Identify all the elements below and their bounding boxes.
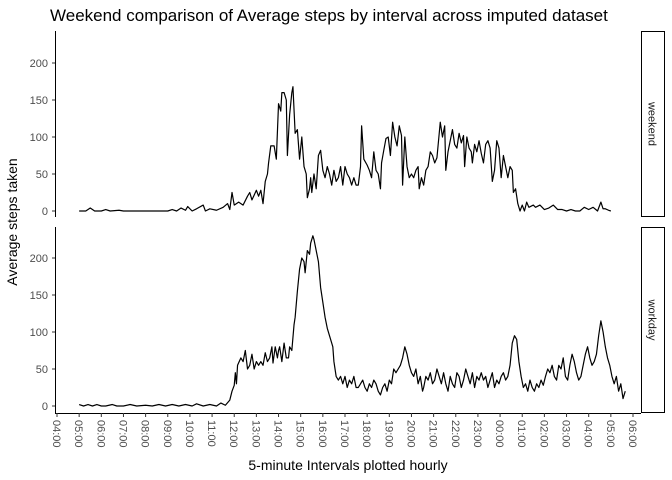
series-line-workday (78, 235, 626, 407)
strip-label-weekend: weekend (646, 101, 658, 146)
x-tick-label: 02:00 (537, 420, 549, 448)
y-tick-label: 50 (36, 169, 48, 181)
x-tick-label: 16:00 (316, 420, 328, 448)
strip-box-workday (641, 227, 665, 413)
x-ticks: 04:00 05:00 06:00 07:00 08:00 09:00 10:00 11:00… (50, 413, 638, 448)
x-tick-label: 04:00 (582, 420, 594, 448)
x-tick-label: 05:00 (72, 420, 84, 448)
chart-title: Weekend comparison of Average steps by i… (50, 6, 608, 25)
y-tick-label: 100 (30, 132, 48, 144)
strip-label-workday: workday (646, 299, 658, 341)
x-tick-label: 22:00 (449, 420, 461, 448)
x-tick-label: 06:00 (626, 420, 638, 448)
y-tick-label: 150 (30, 290, 48, 302)
x-tick-label: 06:00 (94, 420, 106, 448)
x-tick-label: 17:00 (338, 420, 350, 448)
x-tick-label: 12:00 (227, 420, 239, 448)
y-ticks-workday: 0 50 100 150 200 (30, 253, 55, 413)
x-tick-label: 19:00 (382, 420, 394, 448)
y-tick-label: 0 (42, 401, 48, 413)
x-tick-label: 23:00 (471, 420, 483, 448)
strip-box-weekend (641, 31, 665, 217)
x-tick-label: 00:00 (493, 420, 505, 448)
x-tick-label: 15:00 (294, 420, 306, 448)
x-tick-label: 08:00 (139, 420, 151, 448)
x-tick-label: 03:00 (560, 420, 572, 448)
y-tick-label: 200 (30, 253, 48, 265)
x-tick-label: 04:00 (50, 420, 62, 448)
y-tick-label: 0 (42, 206, 48, 218)
y-ticks-weekend: 0 50 100 150 200 (30, 58, 55, 218)
panel-weekend: 0 50 100 150 200 weekend (30, 31, 665, 218)
x-tick-label: 21:00 (427, 420, 439, 448)
series-line-weekend (79, 86, 612, 212)
x-tick-label: 09:00 (161, 420, 173, 448)
y-tick-label: 100 (30, 327, 48, 339)
x-tick-label: 14:00 (272, 420, 284, 448)
y-axis-title: Average steps taken (4, 158, 20, 285)
panel-workday: 0 50 100 150 200 workday (30, 227, 665, 413)
x-tick-label: 13:00 (249, 420, 261, 448)
x-axis-title: 5-minute Intervals plotted hourly (248, 457, 447, 473)
y-tick-label: 200 (30, 58, 48, 70)
x-tick-label: 05:00 (604, 420, 616, 448)
x-tick-label: 18:00 (360, 420, 372, 448)
y-tick-label: 150 (30, 95, 48, 107)
x-tick-label: 07:00 (116, 420, 128, 448)
y-tick-label: 50 (36, 364, 48, 376)
x-tick-label: 11:00 (205, 420, 217, 447)
x-tick-label: 10:00 (183, 420, 195, 448)
x-tick-label: 01:00 (515, 420, 527, 448)
x-tick-label: 20:00 (404, 420, 416, 448)
